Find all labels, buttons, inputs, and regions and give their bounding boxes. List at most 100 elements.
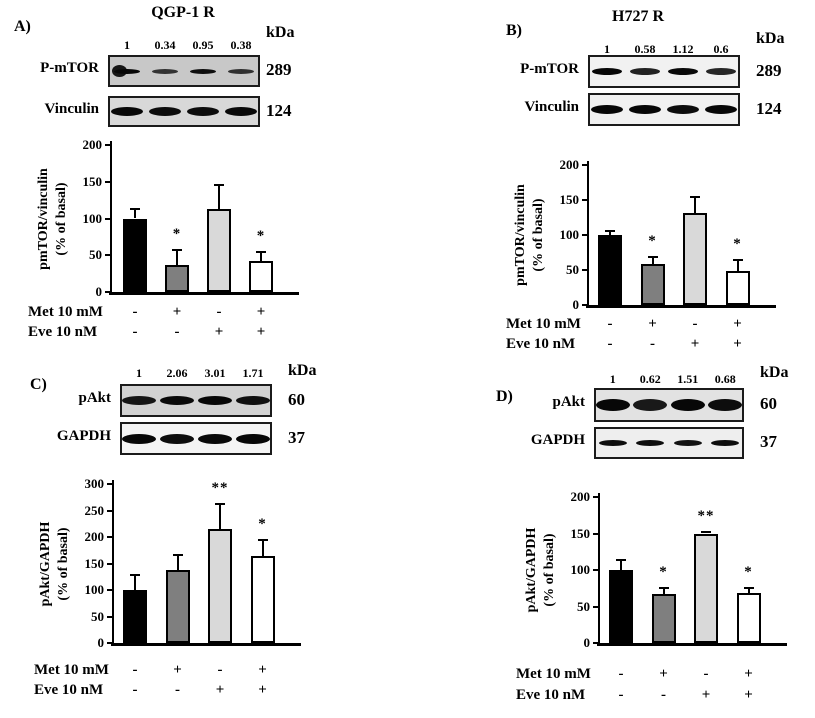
lane-quantification-value: 1 — [136, 366, 142, 380]
y-tick — [593, 605, 598, 608]
lane-quantification-value: 1 — [124, 38, 130, 52]
y-axis-title: pmTOR/vinculin (% of basal) — [35, 119, 81, 319]
significance-marker: ** — [697, 508, 715, 525]
bar — [736, 592, 761, 643]
y-tick — [593, 496, 598, 498]
y-tick-label: 200 — [570, 489, 591, 504]
y-tick — [107, 642, 112, 644]
lane-quantification-value: 0.68 — [714, 372, 736, 386]
y-tick — [593, 642, 598, 644]
error-bar-cap — [701, 531, 711, 534]
blot-band — [591, 105, 623, 114]
y-axis-title-line: pmTOR/vinculin — [36, 167, 51, 270]
treatment-sign: + — [744, 666, 753, 682]
kda-value: 124 — [756, 98, 782, 118]
significance-marker: * — [258, 516, 267, 533]
treatment-sign: + — [173, 662, 182, 678]
blot-band — [708, 399, 742, 411]
treatment-sign: + — [690, 336, 700, 352]
panel-a: A) QGP-1 R kDa 1 0.34 0.95 0.38 P-mTOR 289 Vin… — [2, 4, 347, 360]
protein-label: Vinculin — [44, 100, 99, 117]
x-axis — [111, 643, 301, 646]
y-tick — [107, 536, 112, 538]
cell-line-title: QGP-1 R — [151, 4, 215, 21]
error-bar-cap — [647, 256, 658, 259]
blot-box — [594, 427, 744, 459]
panel-c: C) kDa 1 2.06 3.01 1.71 pAkt 60 GAPDH 37 0 50 100 1… — [10, 358, 355, 710]
blot-band — [114, 68, 140, 74]
bar — [683, 213, 707, 305]
treatment-sign: - — [132, 324, 138, 340]
blot-band — [198, 433, 232, 444]
error-bar-cap — [256, 250, 266, 253]
y-axis-title: pmTOR/vinculin (% of basal) — [512, 135, 558, 335]
treatment-sign: - — [216, 304, 222, 320]
y-tick-label: 50 — [91, 608, 104, 624]
y-tick-label: 0 — [95, 284, 103, 299]
bar — [609, 570, 633, 643]
panel-label: B) — [506, 22, 522, 39]
bar — [165, 264, 189, 292]
treatment-sign: - — [618, 687, 624, 703]
y-tick-label: 0 — [97, 635, 105, 650]
kda-unit-label: kDa — [266, 24, 295, 41]
blot-box — [588, 93, 740, 126]
blot-band — [670, 399, 705, 411]
blot-band — [636, 440, 665, 446]
lane-quantification-value: 3.01 — [204, 366, 226, 380]
y-axis-title: pAkt/GAPDH (% of basal) — [37, 464, 83, 664]
lane-quantification-value: 1 — [609, 372, 616, 386]
protein-label: pAkt — [78, 389, 111, 406]
bar — [165, 569, 190, 643]
lane-quantification-value: 0.38 — [230, 38, 252, 52]
y-tick — [105, 291, 110, 293]
y-tick — [593, 532, 598, 535]
blot-band — [152, 68, 178, 74]
blot-band — [592, 68, 622, 75]
treatment-sign: - — [703, 666, 709, 682]
y-tick-label: 250 — [84, 502, 105, 518]
bar — [651, 594, 676, 643]
protein-label: Vinculin — [524, 98, 579, 115]
error-bar — [219, 504, 221, 530]
lane-quantification-value: 0.95 — [192, 38, 214, 52]
blot-band — [187, 107, 219, 116]
blot-band — [630, 68, 660, 75]
protein-label: P-mTOR — [40, 60, 99, 76]
treatment-sign: - — [692, 316, 698, 332]
y-axis-title-line: (% of basal) — [53, 181, 69, 256]
blot-band — [706, 68, 736, 75]
lane-quantification-value: 0.34 — [154, 38, 176, 52]
y-axis-title-line: (% of basal) — [55, 526, 71, 601]
treatment-sign: - — [132, 682, 138, 698]
kda-unit-label: kDa — [760, 364, 789, 381]
treatment-sign: - — [618, 666, 624, 682]
kda-value: 60 — [288, 389, 305, 409]
y-tick — [582, 304, 587, 306]
blot-band — [598, 440, 627, 446]
y-tick-label: 150 — [84, 555, 105, 571]
significance-marker: * — [172, 226, 182, 243]
treatment-sign: - — [132, 662, 138, 678]
y-tick — [105, 180, 110, 183]
treatment-sign: + — [733, 316, 742, 332]
y-tick-label: 100 — [559, 227, 580, 242]
kda-value: 37 — [288, 427, 305, 447]
lane-quantification-value: 0.62 — [639, 372, 661, 386]
treatment-sign: + — [256, 304, 266, 320]
blot-box — [594, 388, 744, 422]
error-bar — [134, 575, 136, 590]
treatment-sign: + — [215, 682, 225, 698]
y-axis-title: pAkt/GAPDH (% of basal) — [523, 470, 569, 670]
error-bar — [260, 251, 262, 262]
error-bar-cap — [172, 249, 182, 252]
blot-band — [122, 396, 156, 405]
y-axis-title-line: pmTOR/vinculin — [513, 184, 528, 286]
y-axis — [598, 493, 600, 643]
y-tick — [105, 217, 110, 220]
error-bar-cap — [743, 586, 754, 589]
blot-band — [160, 396, 194, 405]
blot-band — [111, 107, 143, 116]
y-axis — [110, 141, 112, 292]
